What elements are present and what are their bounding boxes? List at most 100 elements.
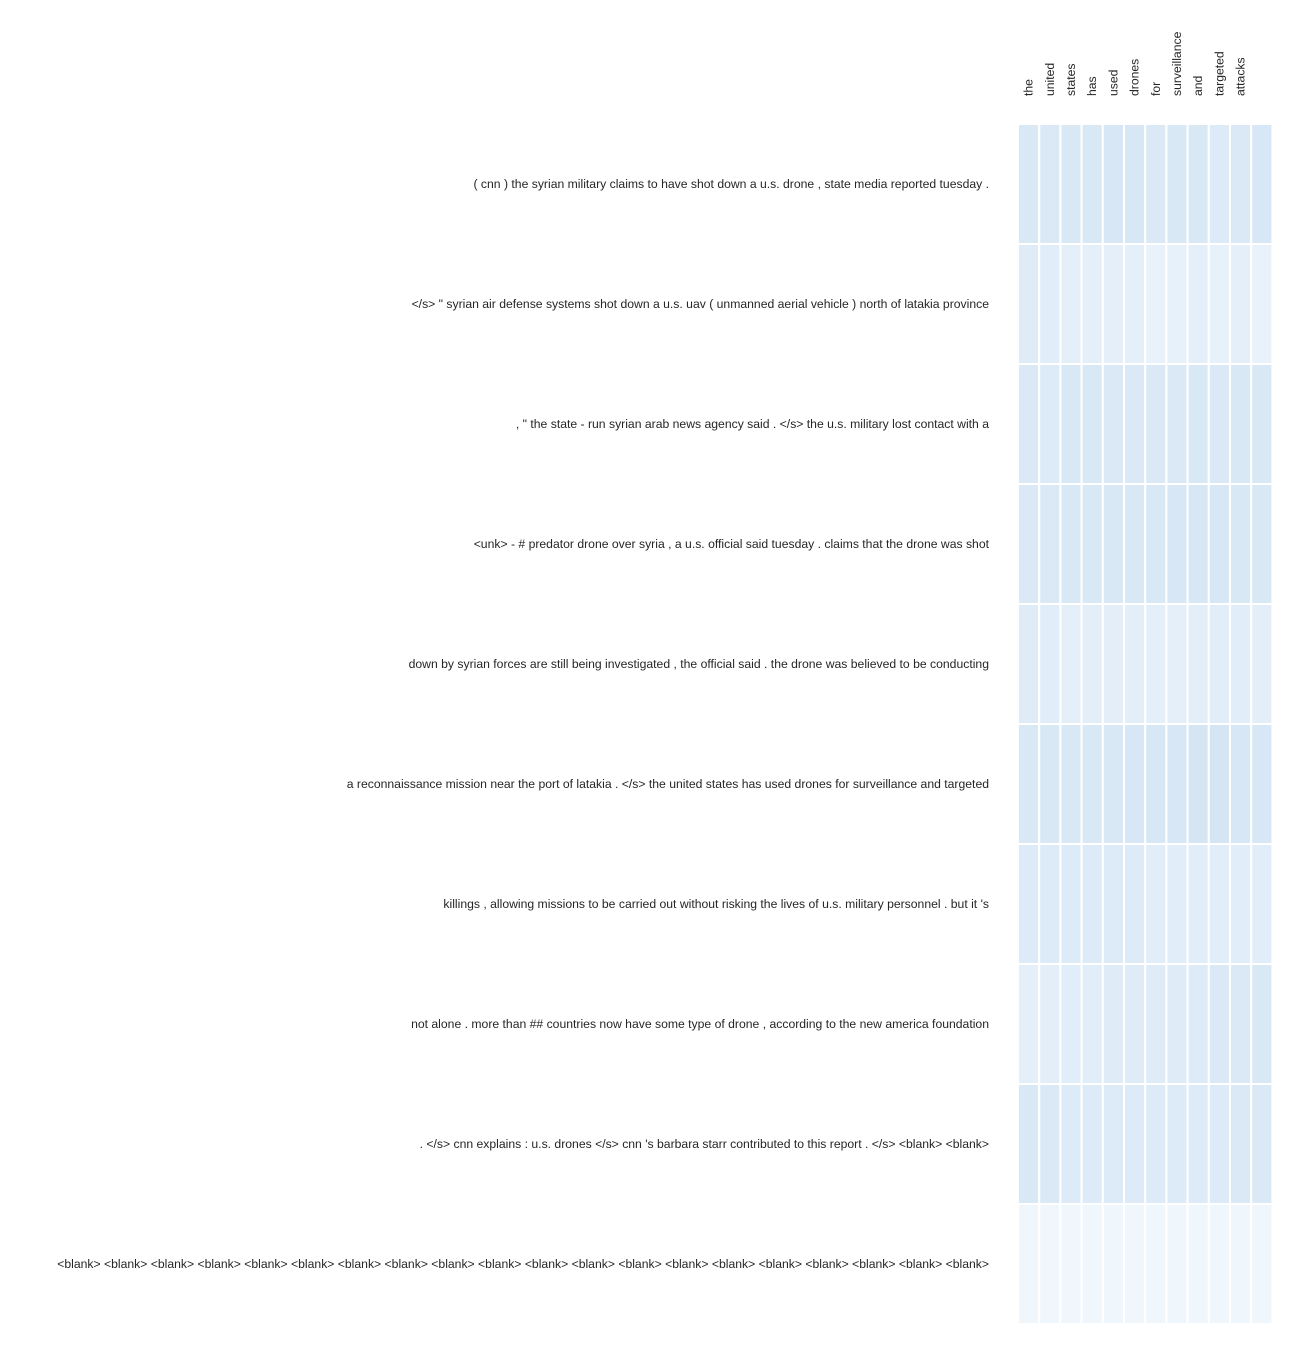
- heatmap-cell: [1038, 963, 1062, 1085]
- heatmap-cell: [1017, 243, 1041, 365]
- heatmap-cell: [1207, 1083, 1232, 1205]
- heatmap-cell: [1080, 483, 1104, 605]
- heatmap-cell: [1186, 123, 1210, 245]
- row-labels: ( cnn ) the syrian military claims to ha…: [57, 177, 989, 1271]
- heatmap-cell: [1207, 603, 1232, 725]
- heatmap-cell: [1123, 123, 1147, 245]
- heatmap-cell: [1038, 363, 1062, 485]
- heatmap-cell: [1165, 603, 1189, 725]
- row-label: </s> " syrian air defense systems shot d…: [412, 297, 990, 311]
- heatmap-cell: [1186, 723, 1210, 845]
- column-labels: the united states has used drones for surveilla…: [1022, 31, 1248, 96]
- row-label: a reconnaissance mission near the port o…: [347, 777, 989, 791]
- heatmap-cell: [1038, 843, 1062, 965]
- heatmap-cell: [1017, 123, 1041, 245]
- heatmap-cell: [1207, 723, 1232, 845]
- heatmap-cell: [1165, 723, 1189, 845]
- heatmap-cell: [1017, 603, 1041, 725]
- heatmap-cell: [1080, 963, 1104, 1085]
- heatmap-cell: [1080, 723, 1104, 845]
- heatmap-cell: [1080, 243, 1104, 365]
- heatmap-cell: [1017, 1083, 1041, 1205]
- heatmap-cell: [1165, 243, 1189, 365]
- heatmap-cell: [1144, 1083, 1168, 1205]
- heatmap-cell: [1017, 1203, 1041, 1325]
- column-label: and: [1191, 76, 1205, 96]
- heatmap-cell: [1101, 483, 1126, 605]
- heatmap-cell: [1144, 363, 1168, 485]
- heatmap-cell: [1017, 843, 1041, 965]
- heatmap-cell: [1229, 363, 1253, 485]
- heatmap-cell: [1080, 843, 1104, 965]
- heatmap-cell: [1059, 843, 1083, 965]
- heatmap-cell: [1186, 603, 1210, 725]
- heatmap-cell: [1059, 963, 1083, 1085]
- heatmap-cell: [1123, 1203, 1147, 1325]
- heatmap-cell: [1207, 843, 1232, 965]
- heatmap-cell: [1186, 963, 1210, 1085]
- column-label: has: [1085, 76, 1099, 96]
- heatmap-cell: [1123, 483, 1147, 605]
- heatmap-cell: [1165, 363, 1189, 485]
- heatmap-cell: [1123, 1083, 1147, 1205]
- row-label: down by syrian forces are still being in…: [409, 657, 989, 671]
- heatmap-cell: [1250, 843, 1274, 965]
- heatmap-cell: [1123, 843, 1147, 965]
- column-label: surveillance: [1170, 31, 1184, 96]
- heatmap-cell: [1165, 123, 1189, 245]
- heatmap-cell: [1123, 243, 1147, 365]
- heatmap-cell: [1080, 1083, 1104, 1205]
- heatmap-cell: [1250, 483, 1274, 605]
- heatmap-cell: [1059, 123, 1083, 245]
- heatmap-cell: [1207, 123, 1232, 245]
- row-label: killings , allowing missions to be carri…: [443, 897, 989, 911]
- heatmap-cell: [1038, 483, 1062, 605]
- heatmap-cell: [1059, 243, 1083, 365]
- heatmap-cell: [1207, 363, 1232, 485]
- heatmap-cell: [1080, 123, 1104, 245]
- heatmap-cell: [1144, 603, 1168, 725]
- heatmap-cell: [1207, 243, 1232, 365]
- heatmap-cell: [1123, 723, 1147, 845]
- heatmap-cell: [1229, 483, 1253, 605]
- heatmap-cell: [1250, 363, 1274, 485]
- heatmap-cell: [1207, 1203, 1232, 1325]
- heatmap-cell: [1101, 123, 1126, 245]
- heatmap-cell: [1017, 363, 1041, 485]
- heatmap-cell: [1144, 243, 1168, 365]
- heatmap-cell: [1101, 1083, 1126, 1205]
- heatmap-cell: [1059, 603, 1083, 725]
- heatmap-cell: [1229, 1083, 1253, 1205]
- heatmap-cell: [1101, 243, 1126, 365]
- heatmap-cell: [1250, 1203, 1274, 1325]
- heatmap-cell: [1144, 1203, 1168, 1325]
- heatmap-cell: [1229, 243, 1253, 365]
- heatmap-cell: [1101, 1203, 1126, 1325]
- column-label: drones: [1128, 59, 1142, 96]
- heatmap-cell: [1101, 843, 1126, 965]
- heatmap-cell: [1059, 723, 1083, 845]
- heatmap-cell: [1186, 363, 1210, 485]
- column-label: targeted: [1212, 51, 1226, 96]
- heatmap-cell: [1038, 603, 1062, 725]
- heatmap-cell: [1059, 1083, 1083, 1205]
- heatmap-cell: [1144, 963, 1168, 1085]
- heatmap-cell: [1165, 963, 1189, 1085]
- heatmap-cell: [1229, 963, 1253, 1085]
- heatmap-cell: [1080, 603, 1104, 725]
- heatmap-cell: [1059, 483, 1083, 605]
- heatmap-cell: [1059, 363, 1083, 485]
- heatmap-cell: [1101, 603, 1126, 725]
- heatmap-cell: [1144, 843, 1168, 965]
- column-label: states: [1064, 63, 1078, 96]
- heatmap-cell: [1017, 723, 1041, 845]
- heatmap-cell: [1038, 1083, 1062, 1205]
- heatmap-cell: [1186, 1083, 1210, 1205]
- heatmap-cell: [1123, 963, 1147, 1085]
- heatmap-cell: [1038, 1203, 1062, 1325]
- heatmap-cell: [1250, 723, 1274, 845]
- heatmap-cell: [1165, 1203, 1189, 1325]
- heatmap-cell: [1250, 963, 1274, 1085]
- heatmap-cell: [1165, 483, 1189, 605]
